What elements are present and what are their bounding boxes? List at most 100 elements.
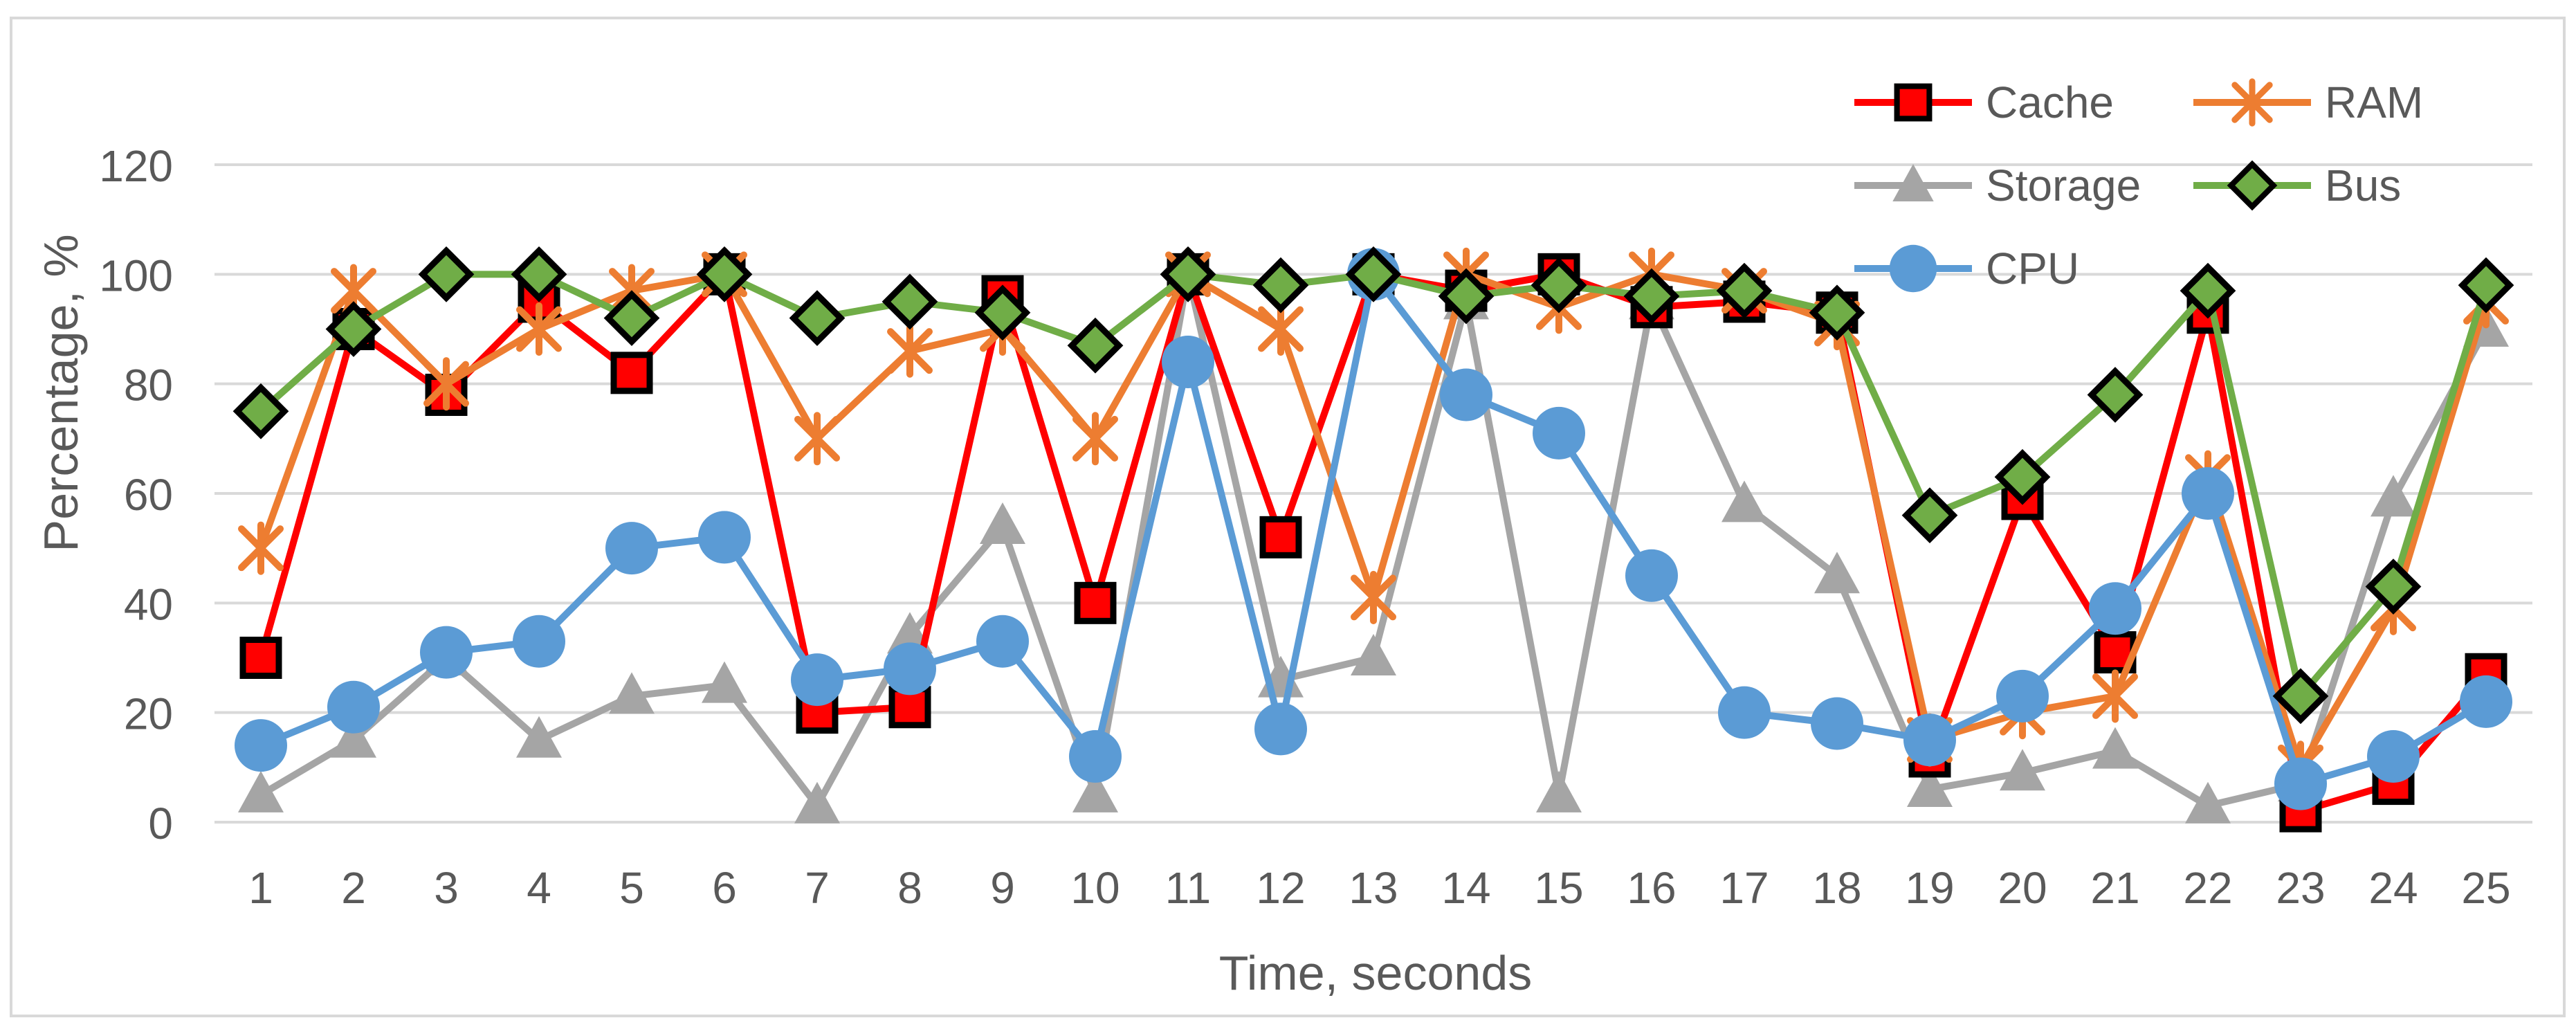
data-point-storage [516, 716, 562, 758]
y-tick-label: 20 [124, 689, 173, 739]
data-point-bus [1716, 262, 1773, 319]
data-point-storage [980, 502, 1025, 544]
data-point-cpu [1811, 697, 1863, 750]
data-point-bus [511, 246, 567, 302]
legend-entry-cpu: CPU [1854, 244, 2079, 293]
data-point-bus [232, 383, 289, 439]
series-bus [232, 246, 2514, 725]
data-point-cpu [884, 642, 936, 696]
series-lines [232, 246, 2514, 833]
data-point-ram [1072, 412, 1118, 466]
data-point-cache [1259, 516, 1302, 558]
data-point-bus [1994, 448, 2051, 505]
data-point-cpu [791, 653, 843, 707]
data-point-cpu [698, 511, 751, 564]
data-point-bus [1901, 487, 1958, 544]
data-point-storage [609, 672, 655, 714]
data-point-bus [1252, 257, 1309, 313]
x-tick-label: 15 [1534, 863, 1583, 913]
data-point-bus [881, 273, 938, 330]
data-point-cpu [1718, 686, 1771, 739]
data-point-bus [1345, 246, 1402, 302]
x-tick-label: 4 [527, 863, 551, 913]
legend: Cache RAM Storage Bus CPU [1854, 78, 2423, 293]
x-tick-label: 9 [990, 863, 1015, 913]
data-point-cpu [605, 522, 658, 575]
data-point-bus [789, 290, 846, 347]
data-point-storage [2000, 749, 2045, 791]
data-point-cpu [2182, 467, 2234, 520]
data-point-bus [2365, 558, 2422, 615]
legend-label: RAM [2325, 78, 2423, 127]
data-point-cache [610, 352, 653, 394]
x-tick-label: 17 [1719, 863, 1769, 913]
data-point-bus [2087, 367, 2144, 423]
data-point-cpu [976, 615, 1029, 668]
legend-entry-cache: Cache [1854, 78, 2114, 127]
data-point-cpu [1903, 714, 1956, 767]
data-point-bus [2458, 257, 2514, 313]
data-point-cpu [2460, 675, 2512, 728]
data-point-cpu [1625, 549, 1678, 602]
data-point-cache [1074, 581, 1117, 624]
legend-marker [2231, 78, 2273, 127]
data-point-ram [794, 412, 840, 466]
data-point-ram [423, 357, 469, 411]
x-tick-label: 7 [805, 863, 830, 913]
data-point-ram [887, 324, 933, 378]
data-point-storage [1072, 770, 1118, 812]
data-point-bus [2272, 668, 2329, 725]
x-tick-label: 24 [2368, 863, 2418, 913]
y-tick-label: 100 [99, 251, 173, 300]
data-point-cpu [2089, 582, 2141, 635]
data-point-cpu [1533, 406, 1585, 460]
data-point-cpu [1440, 368, 1492, 421]
data-point-storage [2092, 727, 2138, 769]
x-tick-label: 1 [248, 863, 273, 913]
x-tick-label: 16 [1627, 863, 1676, 913]
x-tick-label: 6 [712, 863, 737, 913]
data-point-storage [1536, 770, 1582, 812]
data-point-ram [1351, 570, 1396, 625]
data-point-cpu [2367, 730, 2420, 783]
data-point-bus [1160, 246, 1216, 302]
data-point-bus [2180, 262, 2236, 319]
data-point-ram [516, 302, 562, 356]
legend-entry-bus: Bus [2193, 160, 2401, 211]
x-tick-label: 2 [341, 863, 366, 913]
data-point-ram [2092, 669, 2138, 723]
x-tick-label: 23 [2276, 863, 2325, 913]
legend-marker [2227, 160, 2278, 211]
data-point-cache [239, 637, 282, 679]
data-point-bus [696, 246, 753, 302]
data-point-storage [2185, 781, 2231, 824]
data-point-cpu [235, 719, 287, 772]
chart-border [10, 17, 2566, 1017]
x-tick-label: 20 [1998, 863, 2047, 913]
data-point-bus [1623, 268, 1680, 325]
x-tick-label: 8 [897, 863, 922, 913]
y-tick-label: 60 [124, 470, 173, 520]
y-axis-title: Percentage, % [34, 234, 88, 552]
data-point-bus [1531, 257, 1587, 313]
data-point-storage [1814, 552, 1860, 594]
legend-label: CPU [1986, 244, 2079, 293]
legend-marker [1894, 83, 1933, 122]
legend-label: Bus [2325, 161, 2401, 210]
x-tick-label: 3 [434, 863, 459, 913]
data-point-bus [418, 246, 475, 302]
series-cpu [235, 248, 2512, 810]
data-point-bus [1438, 268, 1495, 325]
data-point-bus [974, 284, 1031, 341]
data-point-bus [1809, 284, 1865, 341]
x-tick-label: 13 [1349, 863, 1398, 913]
data-point-cpu [327, 680, 380, 734]
x-tick-label: 18 [1812, 863, 1861, 913]
data-point-ram [1258, 302, 1304, 356]
legend-marker [1889, 244, 1937, 293]
data-point-storage [1907, 765, 1953, 807]
y-tick-label: 120 [99, 141, 173, 191]
data-point-bus [325, 301, 382, 357]
y-tick-label: 40 [124, 579, 173, 629]
